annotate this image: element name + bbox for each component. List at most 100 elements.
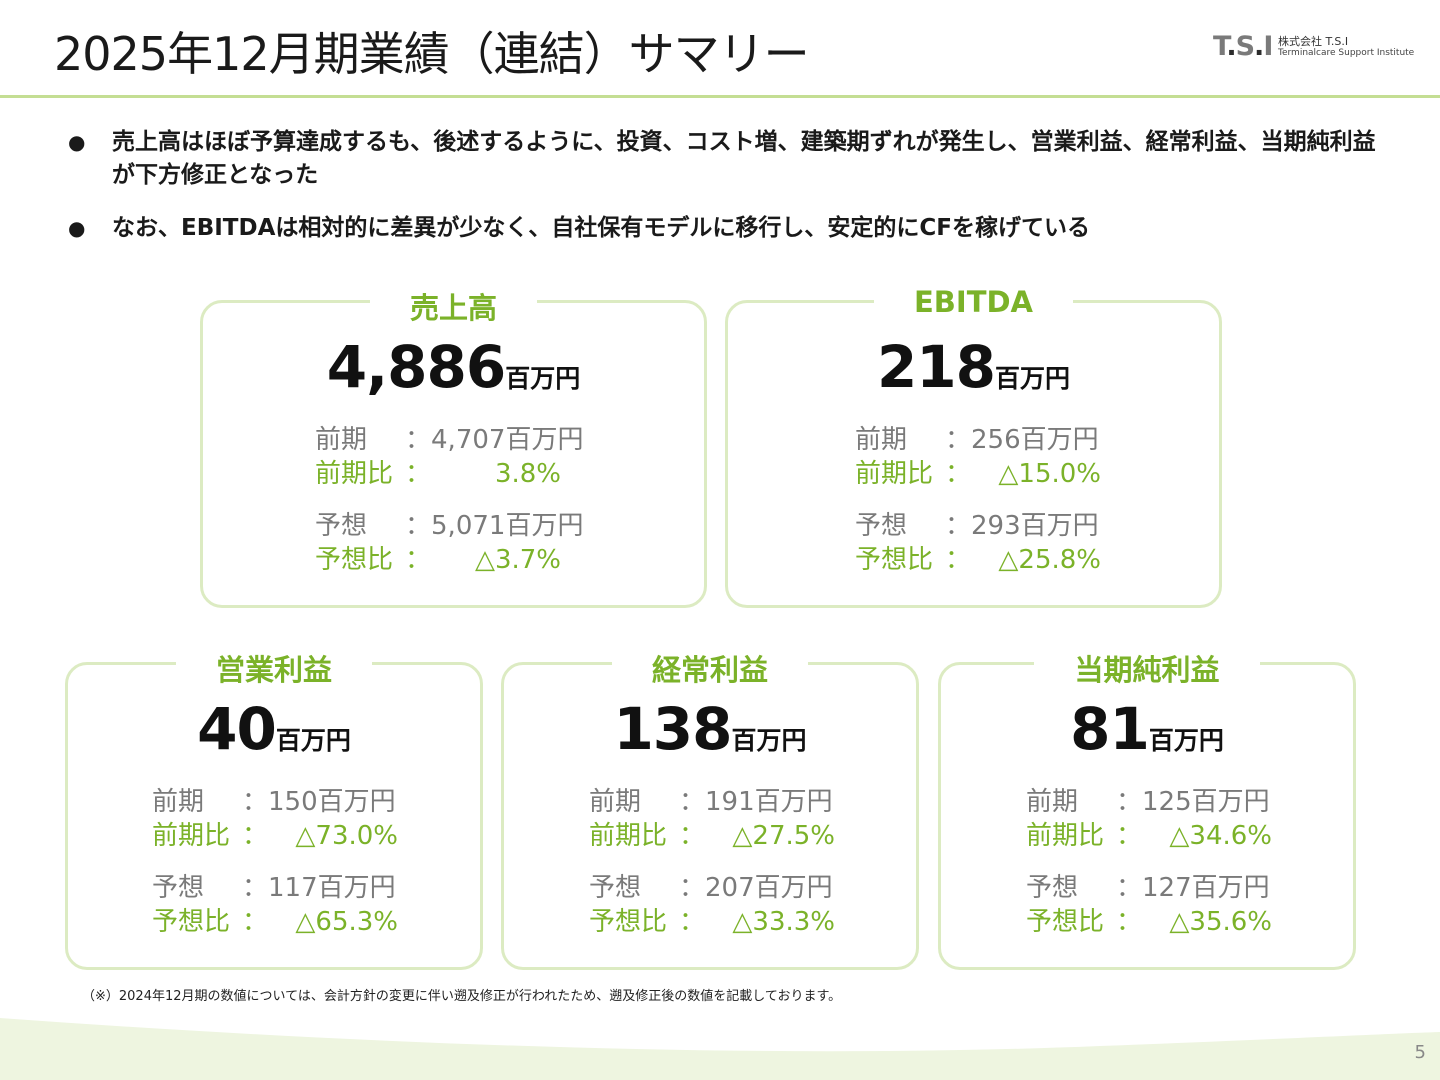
kpi-card-sales: 売上高 4,886百万円 前期 ：4,707百万円 前期比： 3.8% 予想 ：5,0… bbox=[200, 291, 707, 608]
colon: ： bbox=[242, 821, 269, 851]
prev-ratio-label: 前期比 bbox=[589, 821, 668, 851]
colon: ： bbox=[242, 787, 269, 817]
colon: ： bbox=[405, 425, 432, 455]
prev-ratio-row: 前期比 ： △34.6% bbox=[1026, 821, 1272, 851]
forecast-row: 予想 ：293百万円 bbox=[855, 511, 1099, 541]
prev-value: 150百万円 bbox=[268, 787, 396, 817]
kpi-card-ebitda: EBITDA 218百万円 前期 ：256百万円 前期比： △15.0% 予想 ：29… bbox=[725, 285, 1222, 608]
forecast-ratio-label: 予想比 bbox=[589, 907, 668, 937]
colon: ： bbox=[679, 821, 706, 851]
forecast-label: 予想 bbox=[855, 511, 908, 541]
prev-ratio-row: 前期比 ： △27.5% bbox=[589, 821, 835, 851]
forecast-row: 予想 ：207百万円 bbox=[589, 873, 833, 903]
prev-label: 前期 bbox=[1026, 787, 1079, 817]
forecast-ratio-value: △65.3% bbox=[295, 907, 399, 937]
card-value: 138 bbox=[613, 695, 732, 763]
colon: ： bbox=[405, 511, 432, 541]
forecast-label: 予想 bbox=[152, 873, 205, 903]
bullet-dot-icon: ● bbox=[68, 130, 86, 154]
forecast-label: 予想 bbox=[589, 873, 642, 903]
card-unit: 百万円 bbox=[505, 364, 581, 393]
bullet-dot-icon: ● bbox=[68, 216, 86, 240]
forecast-label: 予想 bbox=[1026, 873, 1079, 903]
colon: ： bbox=[679, 907, 706, 937]
forecast-ratio-label: 予想比 bbox=[152, 907, 231, 937]
prev-label: 前期 bbox=[855, 425, 908, 455]
forecast-ratio-row: 予想比 ： △33.3% bbox=[589, 907, 835, 937]
forecast-row: 予想 ：117百万円 bbox=[152, 873, 396, 903]
prev-value: 256百万円 bbox=[971, 425, 1099, 455]
card-value: 218 bbox=[876, 333, 996, 401]
prev-ratio-value: △34.6% bbox=[1169, 821, 1273, 851]
card-title: 当期純利益 bbox=[1034, 653, 1260, 687]
forecast-value: 117百万円 bbox=[268, 873, 396, 903]
logo-subtitle: Terminalcare Support Institute bbox=[1278, 48, 1415, 58]
colon: ： bbox=[945, 511, 972, 541]
forecast-ratio-label: 予想比 bbox=[315, 545, 394, 575]
colon: ： bbox=[945, 425, 972, 455]
card-unit: 百万円 bbox=[275, 726, 351, 755]
card-unit: 百万円 bbox=[1148, 726, 1224, 755]
card-title: 経常利益 bbox=[611, 653, 808, 687]
footnote: （※）2024年12月期の数値については、会計方針の変更に伴い遡及修正が行われた… bbox=[82, 989, 842, 1004]
header-divider bbox=[0, 95, 1440, 98]
footer-wave bbox=[0, 1018, 1440, 1080]
card-value: 40 bbox=[197, 695, 277, 763]
forecast-ratio-row: 予想比 ： △35.6% bbox=[1026, 907, 1272, 937]
prev-row: 前期 ：125百万円 bbox=[1026, 787, 1270, 817]
card-value: 81 bbox=[1070, 695, 1150, 763]
colon: ： bbox=[242, 873, 269, 903]
prev-ratio-value: △73.0% bbox=[295, 821, 399, 851]
logo-company-name: 株式会社 T.S.I bbox=[1278, 35, 1349, 48]
colon: ： bbox=[679, 873, 706, 903]
prev-ratio-row: 前期比 ： △73.0% bbox=[152, 821, 398, 851]
prev-value: 4,707百万円 bbox=[431, 425, 584, 455]
prev-ratio-label: 前期比 bbox=[1026, 821, 1105, 851]
forecast-ratio-value: △3.7% bbox=[474, 545, 562, 575]
forecast-ratio-label: 予想比 bbox=[1026, 907, 1105, 937]
card-title: EBITDA bbox=[873, 285, 1073, 319]
bullet-text: 売上高はほぼ予算達成するも、後述するように、投資、コスト増、建築期ずれが発生し、… bbox=[112, 129, 1376, 188]
colon: ： bbox=[1116, 787, 1143, 817]
prev-ratio-value: 3.8% bbox=[494, 459, 562, 489]
colon: ： bbox=[1116, 907, 1143, 937]
forecast-ratio-value: △35.6% bbox=[1169, 907, 1273, 937]
card-title: 営業利益 bbox=[175, 653, 372, 687]
prev-ratio-row: 前期比 ： △15.0% bbox=[855, 459, 1101, 489]
colon: ： bbox=[242, 907, 269, 937]
forecast-value: 207百万円 bbox=[705, 873, 833, 903]
prev-ratio-label: 前期比 bbox=[152, 821, 231, 851]
colon: ： bbox=[405, 545, 432, 575]
forecast-ratio-row: 予想比 ： △3.7% bbox=[315, 545, 561, 575]
forecast-ratio-value: △33.3% bbox=[732, 907, 836, 937]
colon: ： bbox=[1116, 873, 1143, 903]
prev-ratio-value: △15.0% bbox=[998, 459, 1102, 489]
company-logo: T.S.I 株式会社 T.S.I Terminalcare Support In… bbox=[1213, 31, 1415, 62]
forecast-ratio-row: 予想比 ： △65.3% bbox=[152, 907, 398, 937]
kpi-card-operating-income: 営業利益 40百万円 前期 ：150百万円 前期比： △73.0% 予想 ：117百万… bbox=[65, 653, 483, 970]
card-unit: 百万円 bbox=[731, 726, 807, 755]
prev-row: 前期 ：256百万円 bbox=[855, 425, 1099, 455]
forecast-row: 予想 ：5,071百万円 bbox=[315, 511, 583, 541]
colon: ： bbox=[945, 459, 972, 489]
colon: ： bbox=[945, 545, 972, 575]
bullet-item: ● 売上高はほぼ予算達成するも、後述するように、投資、コスト増、建築期ずれが発生… bbox=[68, 126, 1388, 192]
prev-label: 前期 bbox=[589, 787, 642, 817]
kpi-card-ordinary-income: 経常利益 138百万円 前期 ：191百万円 前期比： △27.5% 予想 ：207百… bbox=[501, 653, 919, 970]
logo-mark: T.S.I bbox=[1213, 31, 1273, 62]
prev-ratio-label: 前期比 bbox=[315, 459, 394, 489]
prev-label: 前期 bbox=[152, 787, 205, 817]
kpi-card-net-income: 当期純利益 81百万円 前期 ：125百万円 前期比： △34.6% 予想 ：127百… bbox=[938, 653, 1356, 970]
colon: ： bbox=[405, 459, 432, 489]
card-value: 4,886 bbox=[326, 333, 506, 401]
card-title: 売上高 bbox=[369, 291, 537, 325]
prev-row: 前期 ：4,707百万円 bbox=[315, 425, 583, 455]
prev-row: 前期 ：191百万円 bbox=[589, 787, 833, 817]
prev-value: 125百万円 bbox=[1142, 787, 1270, 817]
forecast-value: 127百万円 bbox=[1142, 873, 1270, 903]
forecast-row: 予想 ：127百万円 bbox=[1026, 873, 1270, 903]
prev-label: 前期 bbox=[315, 425, 368, 455]
colon: ： bbox=[1116, 821, 1143, 851]
forecast-ratio-row: 予想比 ： △25.8% bbox=[855, 545, 1101, 575]
prev-row: 前期 ：150百万円 bbox=[152, 787, 396, 817]
